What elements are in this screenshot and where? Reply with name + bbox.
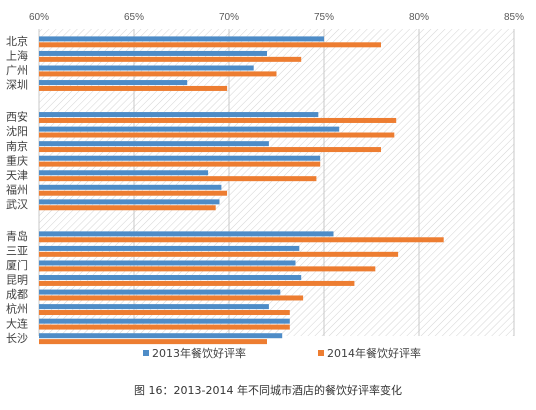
bar-2014 — [39, 71, 277, 77]
x-axis-tick-labels: 60% 65% 70% 75% 80% 85% — [29, 12, 524, 23]
category-label: 杭州 — [6, 302, 28, 316]
bar-2014 — [39, 280, 355, 286]
category-label: 长沙 — [6, 332, 28, 345]
bar-2013 — [39, 126, 340, 132]
x-tick-label: 60% — [29, 12, 49, 23]
bar-2013 — [39, 289, 281, 295]
category-label: 重庆 — [6, 153, 28, 167]
bar-2013 — [39, 80, 188, 86]
x-tick-label: 65% — [124, 12, 144, 23]
legend: 2013年餐饮好评率 2014年餐饮好评率 — [143, 346, 421, 360]
category-label: 昆明 — [6, 274, 28, 287]
bar-2013 — [39, 333, 283, 339]
category-label: 沈阳 — [6, 124, 28, 138]
category-label: 西安 — [6, 110, 28, 124]
bar-2014 — [39, 176, 317, 182]
legend-label: 2013年餐饮好评率 — [152, 346, 246, 360]
category-label: 天津 — [6, 169, 28, 182]
bar-2014 — [39, 339, 267, 345]
bar-2014 — [39, 324, 290, 330]
category-label: 福州 — [6, 182, 28, 196]
bar-2013 — [39, 260, 296, 266]
bar-2013 — [39, 318, 290, 324]
bar-2014 — [39, 147, 381, 153]
category-label: 厦门 — [6, 258, 28, 272]
bar-2014 — [39, 310, 290, 316]
bar-2013 — [39, 65, 254, 71]
bars — [39, 36, 444, 345]
category-label: 深圳 — [6, 79, 28, 92]
bar-2013 — [39, 275, 302, 281]
bar-2014 — [39, 161, 321, 167]
bar-2013 — [39, 231, 334, 237]
bar-2013 — [39, 304, 269, 310]
bar-2013 — [39, 245, 300, 251]
bar-2013 — [39, 50, 267, 56]
category-label: 青岛 — [6, 229, 28, 243]
bar-2013 — [39, 184, 222, 190]
category-label: 北京 — [6, 34, 28, 48]
bar-2013 — [39, 199, 220, 205]
bar-2014 — [39, 42, 381, 48]
category-label: 武汉 — [6, 198, 28, 211]
category-label: 广州 — [6, 64, 28, 77]
x-tick-label: 80% — [409, 12, 429, 23]
bar-2013 — [39, 112, 319, 118]
bar-2013 — [39, 141, 269, 147]
bar-2014 — [39, 237, 444, 243]
bar-2014 — [39, 132, 395, 138]
bar-2014 — [39, 85, 228, 91]
bar-2014 — [39, 205, 216, 211]
legend-label: 2014年餐饮好评率 — [327, 346, 421, 360]
x-tick-label: 85% — [504, 12, 524, 23]
legend-swatch — [143, 350, 149, 356]
bar-2013 — [39, 170, 209, 176]
bar-2013 — [39, 36, 324, 42]
x-tick-label: 75% — [314, 12, 334, 23]
bar-2014 — [39, 117, 397, 123]
bar-2014 — [39, 56, 302, 62]
bar-2014 — [39, 190, 228, 196]
category-label: 成都 — [6, 288, 28, 301]
category-label: 三亚 — [6, 245, 28, 258]
bar-2013 — [39, 155, 321, 161]
legend-swatch — [318, 350, 324, 356]
bar-2014 — [39, 251, 399, 257]
category-label: 大连 — [6, 316, 28, 330]
x-tick-label: 70% — [219, 12, 239, 23]
category-label: 南京 — [6, 139, 28, 153]
bar-2014 — [39, 295, 304, 301]
bar-2014 — [39, 266, 376, 272]
category-label: 上海 — [6, 49, 28, 63]
figure-caption: 图 16：2013-2014 年不同城市酒店的餐饮好评率变化 — [134, 384, 402, 397]
bar-chart: 60% 65% 70% 75% 80% 85% 北京上海广州深圳西安沈阳南京重庆天津福州武… — [6, 12, 524, 360]
